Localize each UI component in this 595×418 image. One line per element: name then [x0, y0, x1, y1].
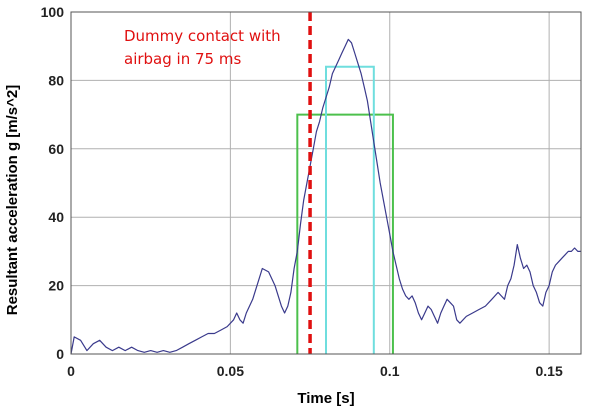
- x-tick-label: 0.05: [217, 363, 244, 379]
- pulse-boxes: [296, 65, 394, 354]
- x-axis-title: Time [s]: [297, 390, 354, 407]
- x-tick-labels: 0 0.05 0.1 0.15: [67, 363, 563, 379]
- y-tick-label: 20: [48, 278, 64, 294]
- annotation-line-2: airbag in 75 ms: [124, 50, 241, 68]
- green-pulse-box: [296, 113, 394, 354]
- y-axis-title: Resultant acceleration g [m/s^2]: [4, 85, 21, 316]
- y-tick-label: 40: [48, 209, 64, 225]
- y-tick-label: 100: [41, 4, 65, 20]
- y-tick-label: 80: [48, 72, 64, 88]
- y-tick-label: 60: [48, 141, 64, 157]
- x-tick-label: 0.1: [380, 363, 400, 379]
- acceleration-series-line: [70, 38, 581, 355]
- x-tick-label: 0.15: [536, 363, 563, 379]
- y-tick-label: 0: [56, 346, 64, 362]
- cyan-pulse-box: [325, 65, 375, 354]
- x-tick-label: 0: [67, 363, 75, 379]
- y-tick-labels: 0 20 40 60 80 100: [41, 4, 65, 362]
- plot-frame: [70, 11, 582, 355]
- series-layer: [70, 38, 581, 355]
- annotation-line-1: Dummy contact with: [124, 27, 281, 45]
